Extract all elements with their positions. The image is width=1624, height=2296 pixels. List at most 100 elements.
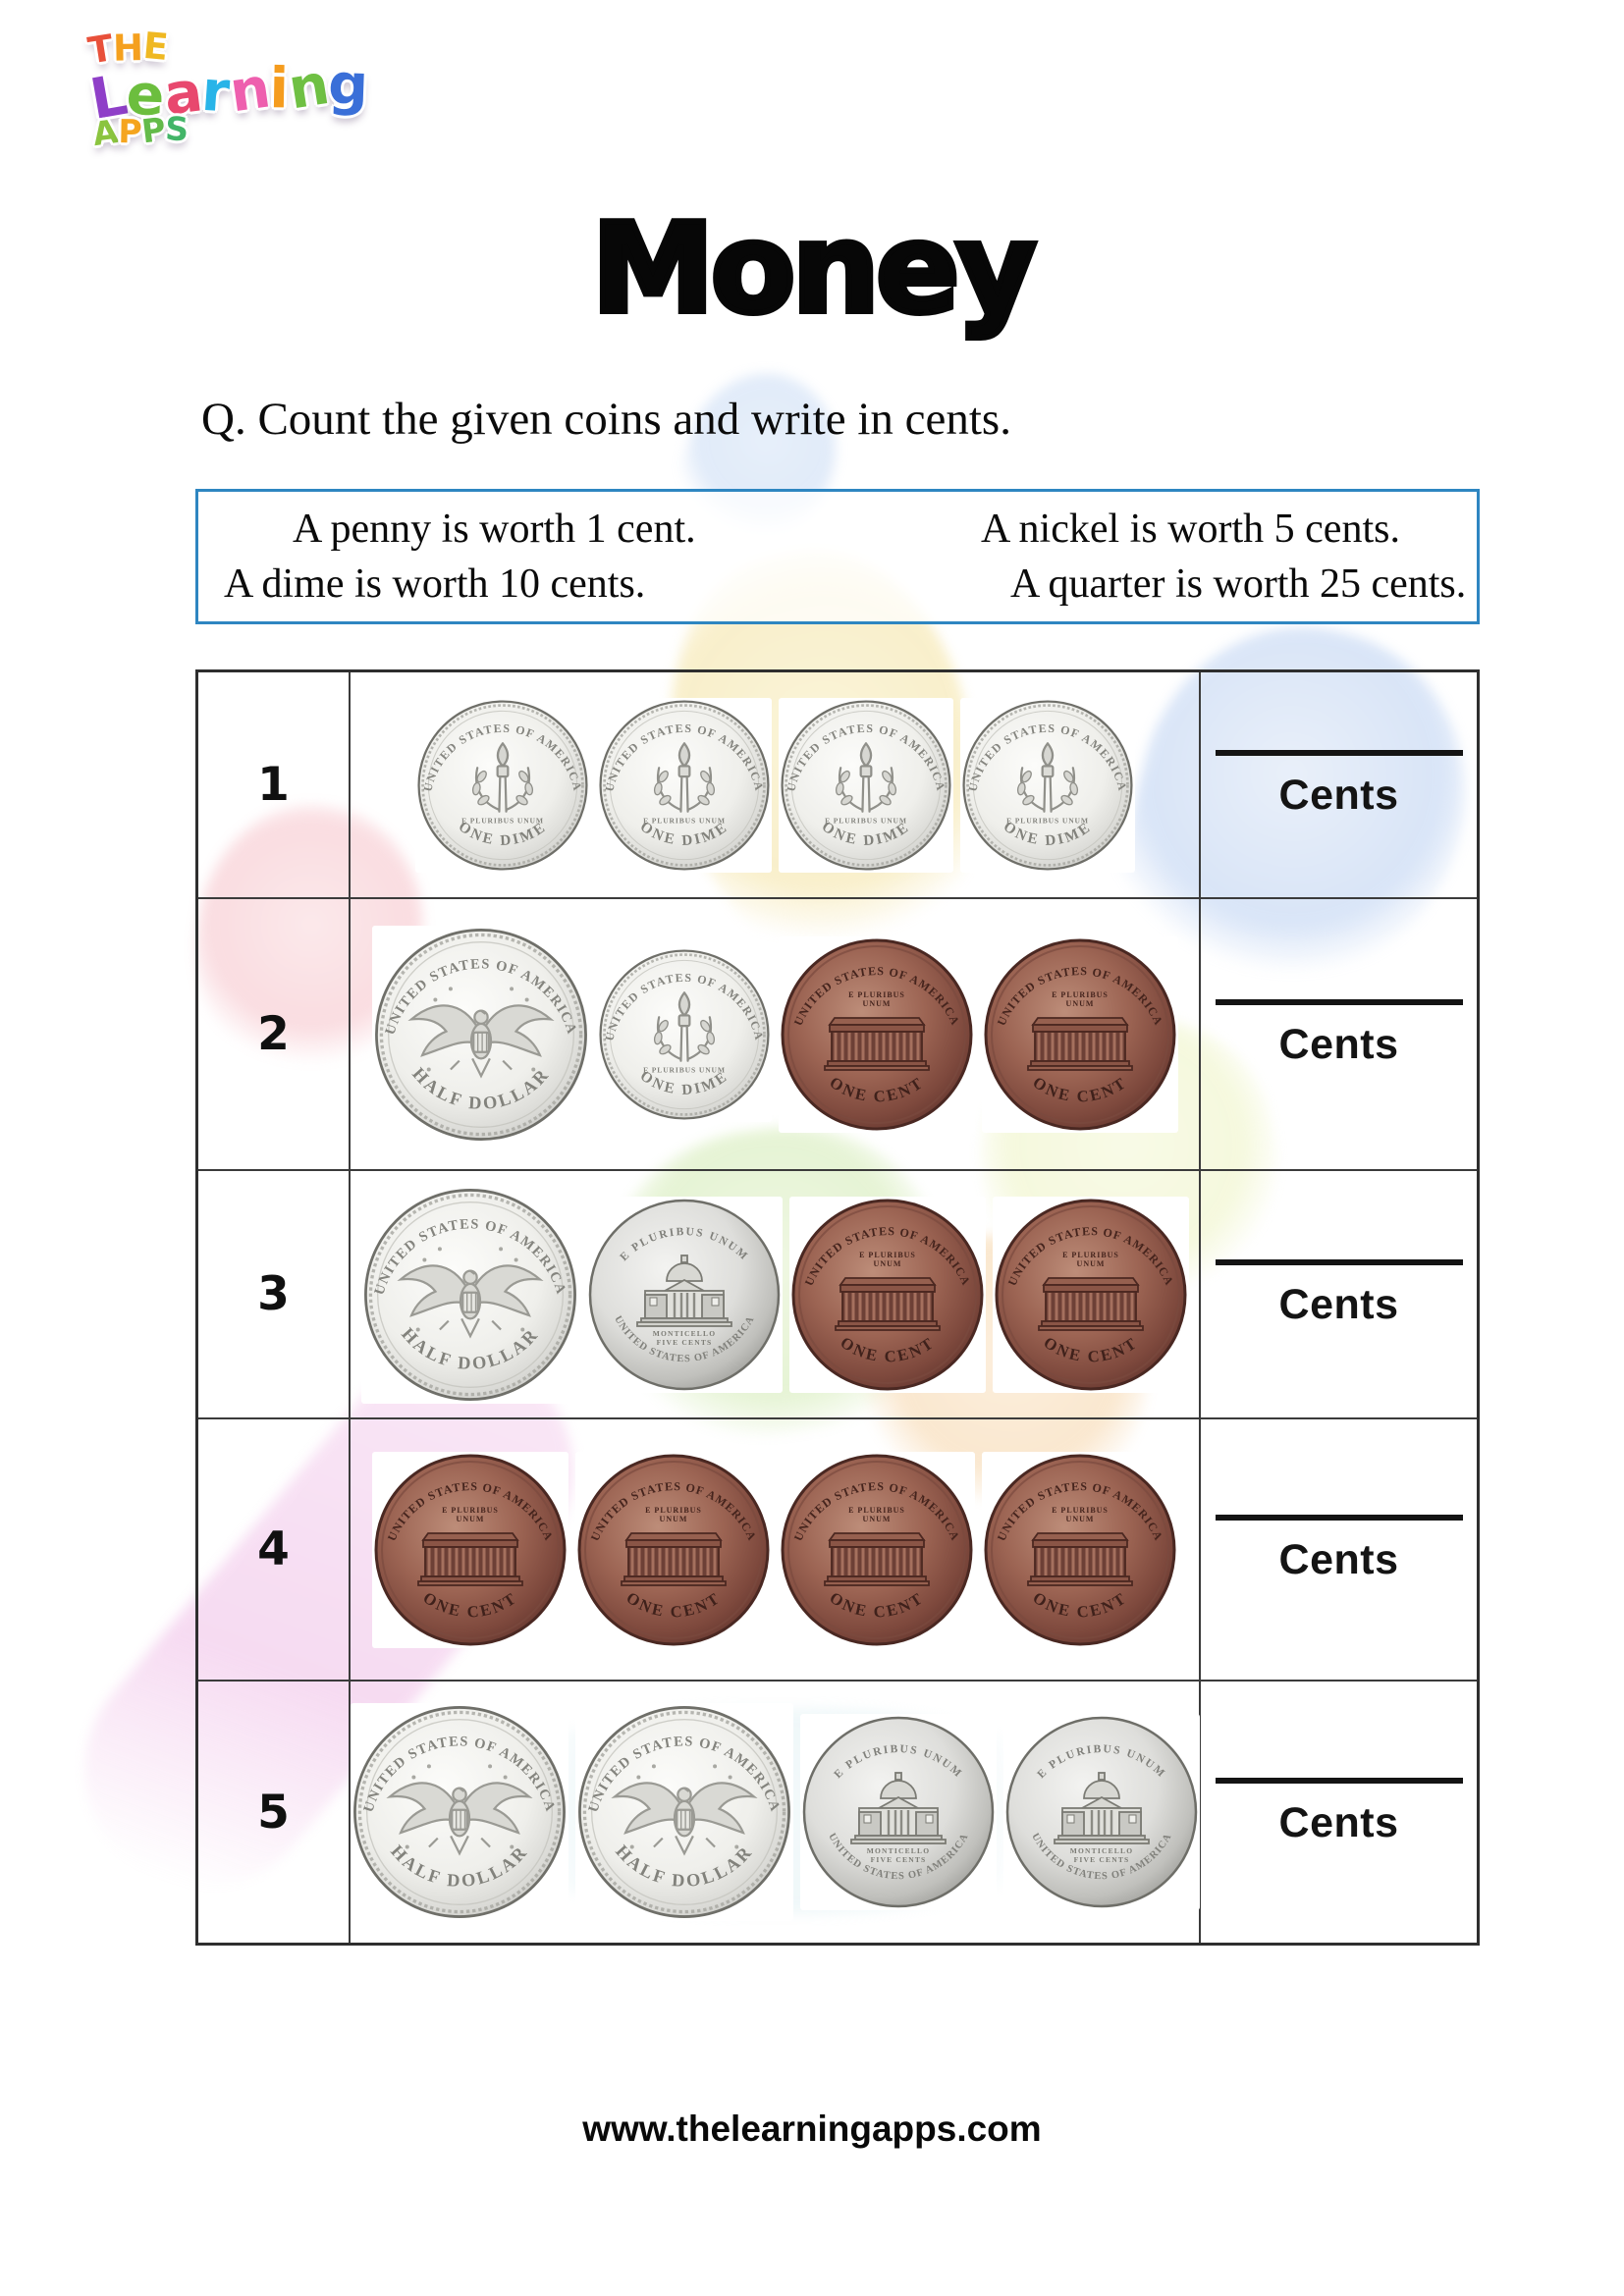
coin-penny: UNITED STATES OF AMERICA E PLURIBUS UNUM…	[371, 1451, 568, 1648]
half-dollar-coin-image: UNITED STATES OF AMERICA HALF DOLLAR	[577, 1706, 790, 1918]
logo-letter: A	[89, 112, 121, 154]
svg-text:E PLURIBUS UNUM: E PLURIBUS UNUM	[825, 816, 907, 825]
answer-unit-label: Cents	[1278, 772, 1399, 819]
penny-coin-image: UNITED STATES OF AMERICA E PLURIBUS UNUM…	[374, 1454, 566, 1645]
nickel-coin-image: E PLURIBUS UNUM MONTICELLO FIVE CENTS UN…	[1005, 1716, 1197, 1908]
coin-nickel: E PLURIBUS UNUM MONTICELLO FIVE CENTS UN…	[1002, 1714, 1200, 1910]
info-item-nickel: A nickel is worth 5 cents.	[981, 507, 1400, 552]
answer-cell: Cents	[1201, 672, 1477, 897]
svg-text:E PLURIBUS: E PLURIBUS	[848, 1506, 905, 1515]
svg-text:MONTICELLO: MONTICELLO	[866, 1846, 930, 1855]
worksheet-table: 1 UNITED STATES OF AMERICA E PLURIBUS UN…	[195, 669, 1480, 1946]
nickel-coin-image: E PLURIBUS UNUM MONTICELLO FIVE CENTS UN…	[588, 1199, 780, 1390]
svg-text:E PLURIBUS: E PLURIBUS	[1052, 990, 1109, 999]
svg-text:E PLURIBUS UNUM: E PLURIBUS UNUM	[643, 1065, 726, 1074]
logo-letter: H	[112, 27, 144, 70]
penny-coin-image: UNITED STATES OF AMERICA E PLURIBUS UNUM…	[984, 938, 1175, 1130]
coin-half-dollar: UNITED STATES OF AMERICA HALF DOLLAR	[574, 1703, 793, 1921]
svg-text:UNUM: UNUM	[1065, 1515, 1094, 1523]
coin-penny: UNITED STATES OF AMERICA E PLURIBUS UNUM…	[981, 1451, 1178, 1648]
penny-coin-image: UNITED STATES OF AMERICA E PLURIBUS UNUM…	[577, 1454, 769, 1645]
coin-penny: UNITED STATES OF AMERICA E PLURIBUS UNUM…	[788, 1196, 986, 1393]
answer-unit-label: Cents	[1278, 1798, 1399, 1846]
svg-text:UNUM: UNUM	[862, 999, 891, 1008]
answer-unit-label: Cents	[1278, 1021, 1399, 1068]
table-row: 1 UNITED STATES OF AMERICA E PLURIBUS UN…	[198, 672, 1477, 899]
svg-text:UNUM: UNUM	[873, 1259, 901, 1268]
coin-penny: UNITED STATES OF AMERICA E PLURIBUS UNUM…	[981, 935, 1178, 1133]
dime-coin-image: UNITED STATES OF AMERICA E PLURIBUS UNUM…	[961, 699, 1133, 871]
half-dollar-coin-image: UNITED STATES OF AMERICA HALF DOLLAR	[374, 928, 587, 1141]
svg-text:E PLURIBUS: E PLURIBUS	[645, 1506, 702, 1515]
answer-cell: Cents	[1201, 899, 1477, 1169]
coin-half-dollar: UNITED STATES OF AMERICA HALF DOLLAR	[360, 1185, 579, 1404]
svg-text:MONTICELLO: MONTICELLO	[652, 1329, 716, 1338]
footer-url: www.thelearningapps.com	[582, 2109, 1042, 2149]
answer-blank-line	[1215, 1259, 1463, 1265]
logo-word-apps: APPS	[89, 109, 189, 154]
coin-nickel: E PLURIBUS UNUM MONTICELLO FIVE CENTS UN…	[585, 1196, 783, 1393]
coin-dime: UNITED STATES OF AMERICA E PLURIBUS UNUM…	[778, 697, 953, 873]
coin-penny: UNITED STATES OF AMERICA E PLURIBUS UNUM…	[992, 1196, 1189, 1393]
row-number: 5	[198, 1682, 351, 1943]
svg-text:FIVE CENTS: FIVE CENTS	[1073, 1855, 1129, 1864]
info-item-dime: A dime is worth 10 cents.	[224, 561, 646, 607]
row-number: 1	[198, 672, 351, 897]
dime-coin-image: UNITED STATES OF AMERICA E PLURIBUS UNUM…	[416, 699, 588, 871]
svg-text:UNUM: UNUM	[456, 1515, 484, 1523]
answer-blank-line	[1215, 1515, 1463, 1521]
penny-coin-image: UNITED STATES OF AMERICA E PLURIBUS UNUM…	[781, 1454, 972, 1645]
svg-text:E PLURIBUS UNUM: E PLURIBUS UNUM	[643, 816, 726, 825]
logo-the-learning-apps: THE Learning APPS	[85, 16, 407, 154]
page-title: Money	[588, 193, 1039, 344]
svg-text:UNUM: UNUM	[862, 1515, 891, 1523]
logo-letter: E	[141, 24, 171, 69]
logo-letter: g	[327, 51, 370, 119]
row-number: 4	[198, 1419, 351, 1680]
coin-penny: UNITED STATES OF AMERICA E PLURIBUS UNUM…	[778, 935, 975, 1133]
coin-nickel: E PLURIBUS UNUM MONTICELLO FIVE CENTS UN…	[799, 1714, 997, 1910]
coin-cell: UNITED STATES OF AMERICA HALF DOLLAR E P…	[351, 1171, 1201, 1417]
coin-dime: UNITED STATES OF AMERICA E PLURIBUS UNUM…	[596, 697, 772, 873]
svg-text:UNUM: UNUM	[1065, 999, 1094, 1008]
table-row: 5 UNITED STATES OF AMERICA HALF DOLLAR	[198, 1682, 1477, 1943]
penny-coin-image: UNITED STATES OF AMERICA E PLURIBUS UNUM…	[995, 1199, 1186, 1390]
logo-letter: n	[225, 55, 274, 126]
table-row: 4 UNITED STATES OF AMERICA E PLURIBUS UN…	[198, 1419, 1477, 1682]
row-number: 3	[198, 1171, 351, 1417]
half-dollar-coin-image: UNITED STATES OF AMERICA HALF DOLLAR	[352, 1706, 566, 1918]
info-item-penny: A penny is worth 1 cent.	[293, 507, 696, 552]
nickel-coin-image: E PLURIBUS UNUM MONTICELLO FIVE CENTS UN…	[802, 1716, 994, 1908]
coin-dime: UNITED STATES OF AMERICA E PLURIBUS UNUM…	[959, 697, 1135, 873]
info-box: A penny is worth 1 cent. A nickel is wor…	[195, 489, 1480, 624]
logo-letter: n	[284, 51, 334, 123]
coin-dime: UNITED STATES OF AMERICA E PLURIBUS UNUM…	[596, 946, 772, 1122]
answer-cell: Cents	[1201, 1682, 1477, 1943]
coin-penny: UNITED STATES OF AMERICA E PLURIBUS UNUM…	[778, 1451, 975, 1648]
svg-text:E PLURIBUS: E PLURIBUS	[442, 1506, 499, 1515]
svg-text:E PLURIBUS UNUM: E PLURIBUS UNUM	[461, 816, 544, 825]
coin-cell: UNITED STATES OF AMERICA HALF DOLLAR UNI…	[350, 1682, 1201, 1943]
answer-blank-line	[1215, 1777, 1463, 1784]
logo-letter: P	[138, 109, 168, 151]
logo-letter: P	[117, 112, 142, 151]
table-row: 2 UNITED STATES OF AMERICA HALF DOLLAR	[198, 899, 1477, 1171]
answer-blank-line	[1215, 999, 1463, 1005]
answer-blank-line	[1215, 750, 1463, 756]
svg-text:FIVE CENTS: FIVE CENTS	[870, 1855, 926, 1864]
penny-coin-image: UNITED STATES OF AMERICA E PLURIBUS UNUM…	[781, 938, 972, 1130]
svg-text:FIVE CENTS: FIVE CENTS	[656, 1338, 712, 1347]
answer-cell: Cents	[1201, 1171, 1477, 1417]
coin-cell: UNITED STATES OF AMERICA HALF DOLLAR UNI…	[351, 899, 1201, 1169]
question-text: Q. Count the given coins and write in ce…	[201, 394, 1011, 445]
coin-half-dollar: UNITED STATES OF AMERICA HALF DOLLAR	[371, 925, 590, 1144]
svg-text:E PLURIBUS: E PLURIBUS	[1052, 1506, 1109, 1515]
answer-cell: Cents	[1201, 1419, 1477, 1680]
penny-coin-image: UNITED STATES OF AMERICA E PLURIBUS UNUM…	[791, 1199, 983, 1390]
answer-unit-label: Cents	[1278, 1281, 1399, 1328]
coin-dime: UNITED STATES OF AMERICA E PLURIBUS UNUM…	[414, 697, 590, 873]
row-number: 2	[198, 899, 351, 1169]
coin-cell: UNITED STATES OF AMERICA E PLURIBUS UNUM…	[351, 1419, 1201, 1680]
svg-text:MONTICELLO: MONTICELLO	[1069, 1846, 1133, 1855]
table-row: 3 UNITED STATES OF AMERICA HALF DOLLAR	[198, 1171, 1477, 1419]
